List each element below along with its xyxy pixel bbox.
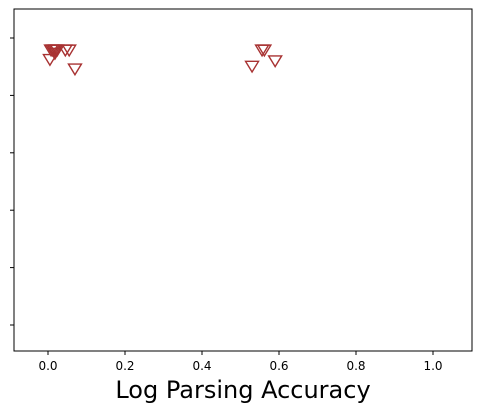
- data-points: [42, 44, 283, 77]
- scatter-point: [244, 60, 260, 74]
- x-tick-label: 0.8: [346, 359, 365, 373]
- x-axis-label: Log Parsing Accuracy: [115, 376, 370, 404]
- scatter-point: [47, 47, 63, 61]
- x-axis-ticks: 0.0 0.2 0.4 0.6 0.8 1.0: [38, 351, 443, 373]
- x-tick-label: 0.4: [192, 359, 211, 373]
- plot-frame: [13, 8, 473, 352]
- scatter-point: [61, 44, 77, 58]
- scatter-point: [254, 44, 270, 58]
- y-axis-ticks: [10, 37, 14, 326]
- scatter-point: [67, 63, 83, 77]
- scatter-point: [267, 55, 283, 69]
- x-tick-label: 1.0: [423, 359, 442, 373]
- x-tick-label: 0.6: [269, 359, 288, 373]
- scatter-point: [256, 44, 273, 58]
- x-tick-label: 0.2: [115, 359, 134, 373]
- scatter-point: [42, 53, 58, 67]
- x-tick-label: 0.0: [38, 359, 57, 373]
